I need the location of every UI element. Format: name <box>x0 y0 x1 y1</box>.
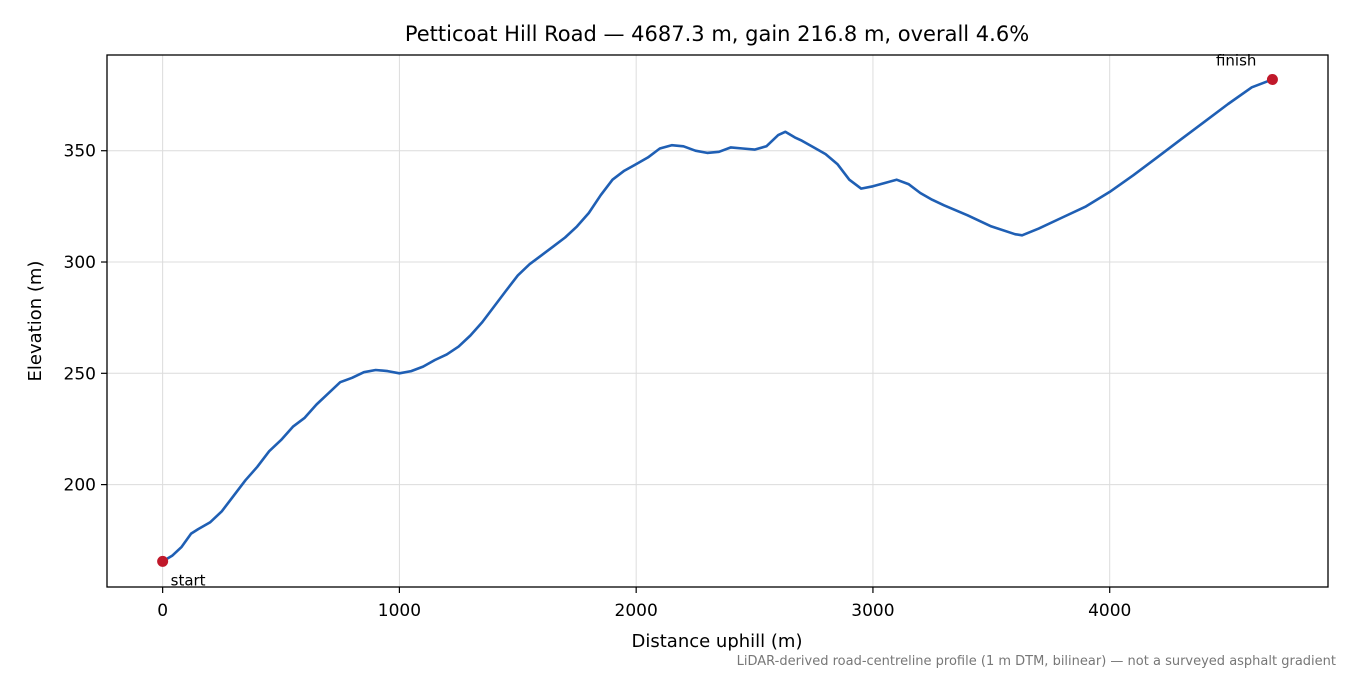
x-tick-label: 0 <box>157 601 168 621</box>
chart-title: Petticoat Hill Road — 4687.3 m, gain 216… <box>405 22 1029 46</box>
x-tick-label: 4000 <box>1088 601 1131 621</box>
x-tick-label: 1000 <box>378 601 421 621</box>
start-point <box>157 555 169 567</box>
finish-point <box>1266 73 1278 85</box>
start-label: start <box>171 571 206 589</box>
chart-caption: LiDAR-derived road-centreline profile (1… <box>737 654 1336 669</box>
series-layer <box>161 78 1274 563</box>
y-tick-label: 250 <box>64 364 96 384</box>
y-tick-label: 200 <box>64 476 96 496</box>
x-tick-label: 3000 <box>851 601 894 621</box>
y-tick-label: 350 <box>64 142 96 162</box>
endpoint-markers: start finish <box>157 51 1278 589</box>
y-tick-label: 300 <box>64 253 96 273</box>
plot-frame <box>106 54 1329 588</box>
finish-label: finish <box>1216 51 1256 69</box>
axis-ticks: 0 1000 2000 3000 4000 200 250 300 350 <box>64 142 1132 621</box>
elevation-line <box>161 78 1274 563</box>
x-axis-label: Distance uphill (m) <box>632 631 803 652</box>
gridlines <box>107 55 1328 587</box>
y-axis-label: Elevation (m) <box>25 261 46 382</box>
x-tick-label: 2000 <box>615 601 658 621</box>
